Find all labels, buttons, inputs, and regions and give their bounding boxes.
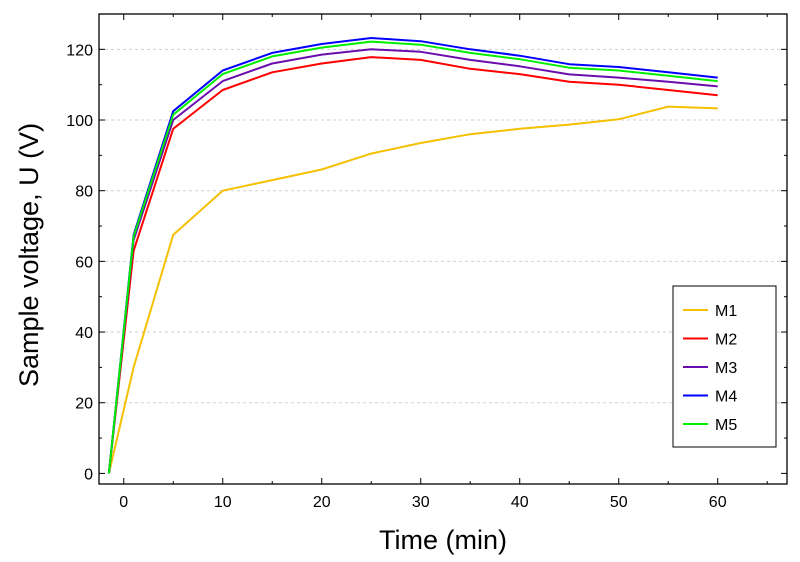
x-tick-label: 50 xyxy=(610,494,628,511)
legend-label-m3: M3 xyxy=(715,360,737,377)
x-axis-title: Time (min) xyxy=(379,525,507,555)
x-tick-label: 40 xyxy=(511,494,529,511)
series-lines xyxy=(107,37,718,474)
x-tick-label: 0 xyxy=(119,494,128,511)
x-tick-label: 30 xyxy=(412,494,430,511)
y-axis-title: Sample voltage, U (V) xyxy=(14,123,44,387)
legend-label-m2: M2 xyxy=(715,332,737,349)
series-line-m5 xyxy=(107,40,718,474)
y-tick-label: 20 xyxy=(75,396,93,413)
series-line-m2 xyxy=(107,56,718,474)
legend-label-m4: M4 xyxy=(715,389,737,406)
y-tick-label: 40 xyxy=(75,325,93,342)
plot-area xyxy=(98,13,788,485)
y-tick-label: 60 xyxy=(75,254,93,271)
x-tick-label: 10 xyxy=(214,494,232,511)
x-tick-label: 60 xyxy=(709,494,727,511)
legend-label-m1: M1 xyxy=(715,303,737,320)
y-tick-label: 0 xyxy=(84,466,93,483)
y-tick-label: 120 xyxy=(66,42,93,59)
y-tick-label: 80 xyxy=(75,184,93,201)
legend-label-m5: M5 xyxy=(715,417,737,434)
y-tick-label: 100 xyxy=(66,113,93,130)
series-line-m4 xyxy=(107,37,718,474)
series-line-m1 xyxy=(107,105,718,474)
axis-ticks: 0 20 40 60 80 100 120 0 10 20 30 40 50 60 xyxy=(66,14,787,511)
series-line-m3 xyxy=(107,48,718,474)
legend: M1 M2 M3 M4 M5 xyxy=(672,285,777,448)
x-tick-label: 20 xyxy=(313,494,331,511)
